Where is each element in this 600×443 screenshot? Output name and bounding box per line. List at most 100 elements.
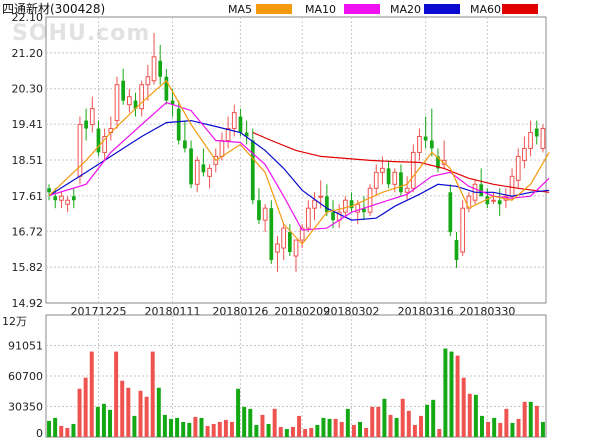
price-tick-label: 15.82 [12, 261, 44, 274]
candle-body [257, 200, 261, 221]
candle [114, 76, 120, 129]
candle [343, 196, 348, 217]
candle [404, 176, 410, 201]
volume-bar [437, 428, 442, 437]
candle [325, 184, 329, 217]
candle-body [96, 128, 101, 153]
candle-body [84, 120, 88, 129]
candle [158, 44, 163, 85]
candle-body [386, 168, 391, 185]
candle-body [479, 184, 484, 197]
volume-bar [150, 351, 155, 437]
candle [102, 128, 107, 161]
volume-tick-label: 60700 [8, 370, 43, 383]
candle-body [189, 148, 193, 185]
line-ma10 [48, 101, 550, 231]
candle-body [219, 139, 225, 157]
candle-body [231, 112, 237, 130]
candle [151, 32, 157, 85]
candle-body [114, 84, 120, 122]
candle-body [201, 164, 206, 173]
candle [417, 128, 422, 161]
volume-bar [339, 421, 344, 437]
candle-body [170, 100, 175, 105]
volume-bar [455, 355, 460, 437]
volume-bar [278, 426, 283, 437]
volume-bar [406, 410, 411, 437]
candle-body [410, 151, 416, 189]
volume-bar [144, 396, 149, 437]
price-tick-label: 22.10 [12, 11, 44, 24]
candle-body [404, 187, 410, 193]
candle [373, 164, 379, 197]
candle-body [534, 128, 539, 137]
candle [429, 108, 434, 157]
candle-body [436, 156, 440, 169]
candle [491, 192, 496, 205]
candle [207, 164, 212, 189]
candle-body [244, 132, 249, 137]
candle-body [194, 159, 200, 185]
legend-label-ma60: MA60 [470, 3, 501, 16]
volume-bar [419, 415, 423, 437]
candle [269, 200, 274, 264]
candle [448, 184, 453, 237]
candle [65, 196, 70, 213]
candle [515, 148, 521, 189]
legend-swatch-ma60 [502, 4, 538, 14]
volume-bar [236, 388, 241, 437]
candle [534, 120, 539, 145]
candle-body [540, 128, 546, 149]
candle-body [207, 167, 212, 177]
chart-title: 四通新材(300428) [2, 1, 105, 16]
volume-bar [425, 404, 430, 437]
candle [77, 116, 83, 185]
volume-bar [65, 427, 70, 437]
volume-bar [71, 423, 76, 437]
volume-bar [108, 409, 113, 437]
candle [244, 120, 249, 145]
line-ma20 [48, 119, 550, 221]
candle [540, 124, 546, 153]
candle-body [423, 136, 428, 141]
volume-bar [297, 415, 302, 437]
volume-bar [412, 424, 417, 437]
candle [238, 108, 243, 137]
candle-body [312, 199, 317, 209]
candle-body [145, 76, 151, 86]
candle [189, 140, 193, 189]
volume-bar [534, 405, 539, 437]
candle-body [373, 171, 379, 189]
candle-body [305, 207, 311, 229]
volume-bar [479, 415, 484, 437]
candle-body [528, 132, 533, 149]
candle-body [71, 196, 76, 201]
legend-swatch-ma5 [256, 4, 292, 14]
volume-bar [205, 425, 210, 437]
volume-bar [486, 421, 491, 437]
legend-label-ma10: MA10 [305, 3, 336, 16]
volume-bar [303, 428, 308, 437]
volume-bar [473, 394, 478, 437]
volume-bar [284, 428, 289, 437]
volume-bar [199, 417, 204, 437]
price-tick-label: 17.61 [12, 190, 44, 203]
candle-body [225, 128, 231, 141]
volume-bar [223, 419, 228, 437]
candle-body [497, 200, 502, 205]
volume-bar [272, 408, 277, 437]
candle [522, 136, 527, 169]
candle-body [399, 172, 403, 193]
volume-bar [315, 424, 320, 437]
volume-bar [120, 380, 125, 437]
volume-bar [47, 420, 52, 437]
volume-bar [77, 388, 82, 437]
volume-bar [528, 401, 533, 437]
volume-bar [364, 427, 369, 437]
candle [164, 68, 169, 105]
candle [121, 68, 126, 105]
ma-legend: MA5 MA10 MA20 MA60 [228, 3, 538, 16]
candle-body [133, 100, 138, 109]
price-tick-label: 21.20 [12, 47, 44, 60]
volume-bar [443, 348, 448, 437]
